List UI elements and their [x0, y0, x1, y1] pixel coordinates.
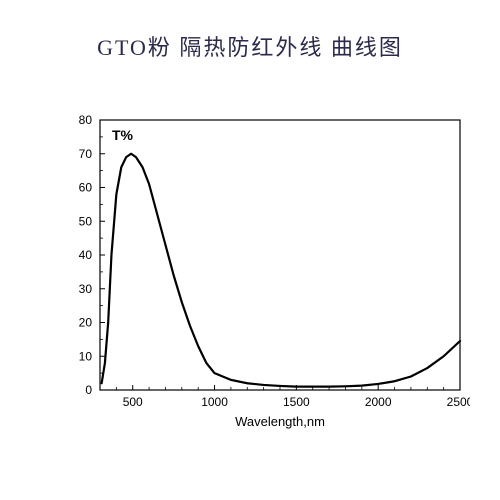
- svg-text:0: 0: [85, 383, 92, 397]
- svg-text:70: 70: [79, 147, 93, 161]
- svg-text:50: 50: [79, 214, 93, 228]
- svg-text:2000: 2000: [365, 395, 392, 409]
- svg-text:1000: 1000: [201, 395, 228, 409]
- svg-text:1500: 1500: [283, 395, 310, 409]
- svg-text:80: 80: [79, 113, 93, 127]
- transmission-chart: 0 10 20 30 40 50 60 70 80 500 1000 1500 2000 2500 Wave…: [40, 110, 470, 440]
- svg-text:Wavelength,nm: Wavelength,nm: [235, 414, 325, 429]
- svg-text:T%: T%: [112, 127, 134, 143]
- svg-text:500: 500: [123, 395, 143, 409]
- svg-text:30: 30: [79, 282, 93, 296]
- svg-text:20: 20: [79, 316, 93, 330]
- svg-text:10: 10: [79, 349, 93, 363]
- page-title: GTO粉 隔热防红外线 曲线图: [0, 30, 500, 62]
- svg-text:2500: 2500: [447, 395, 470, 409]
- svg-text:40: 40: [79, 248, 93, 262]
- svg-text:60: 60: [79, 181, 93, 195]
